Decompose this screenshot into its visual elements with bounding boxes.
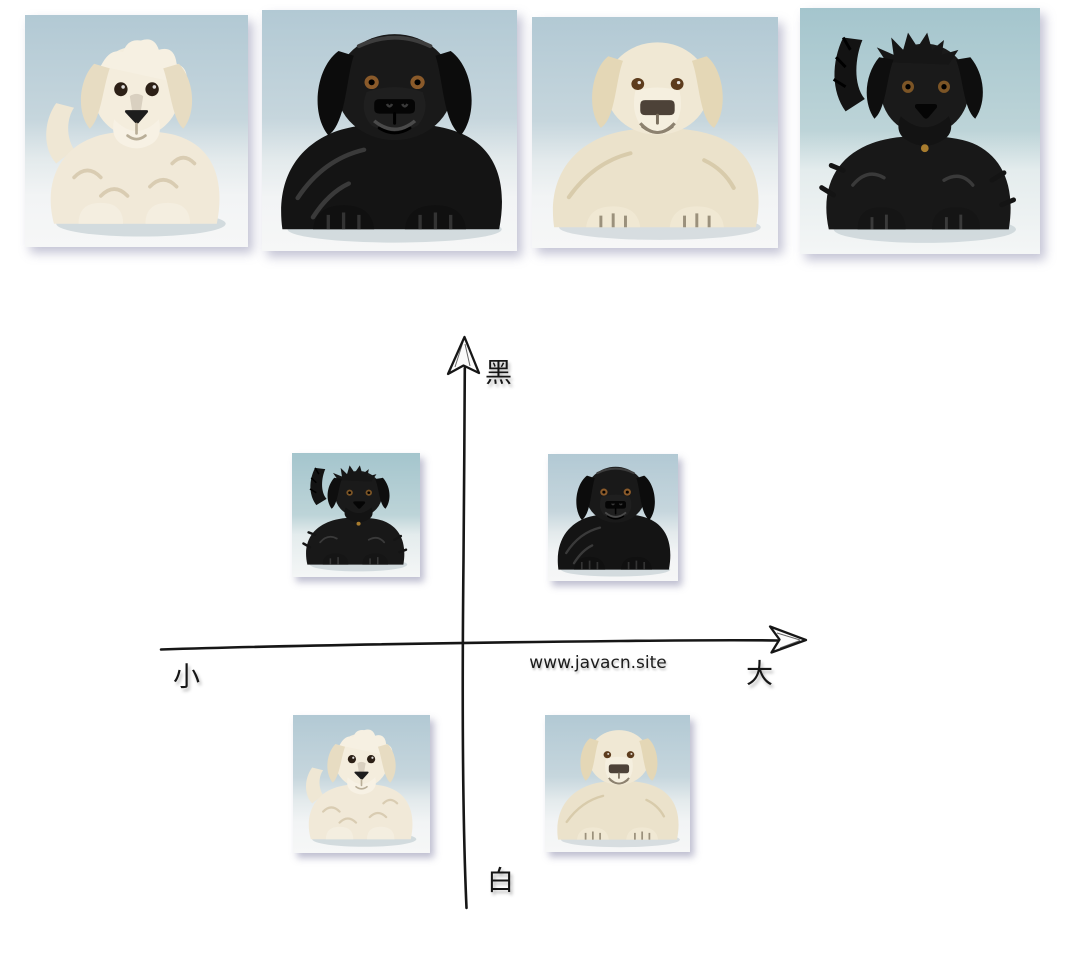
photo-small-white-dog [25,15,248,247]
small-white-dog-illustration [293,715,430,853]
quadrant-photo-bottom-right-large-white-dog [545,715,690,852]
large-white-dog-illustration [545,715,690,852]
arrowhead-sketch-lines [776,632,801,649]
horizontal-axis-line [159,638,781,651]
horizontal-axis-arrowhead-icon [768,625,808,654]
axis-label-large: 大 [746,659,773,690]
small-white-dog-illustration [25,15,248,247]
small-black-dog-illustration [292,453,420,577]
vertical-axis-arrowhead-icon [446,335,481,376]
photo-large-white-dog [532,17,778,248]
photo-large-black-dog [262,10,517,251]
axis-label-white: 白 [487,866,514,897]
small-black-dog-illustration [800,8,1040,254]
large-black-dog-illustration [548,454,678,581]
large-black-dog-illustration [262,10,517,251]
watermark-text: www.javacn.site [529,653,667,673]
large-white-dog-illustration [532,17,778,248]
quadrant-photo-top-right-large-black-dog [548,454,678,581]
axis-label-black: 黑 [485,358,512,389]
quadrant-photo-top-left-small-black-dog [292,453,420,577]
quadrant-photo-bottom-left-small-white-dog [293,715,430,853]
vertical-axis-line [461,366,468,910]
photo-small-black-dog [800,8,1040,254]
arrowhead-sketch-lines [454,341,471,368]
axis-label-small: 小 [173,662,200,693]
